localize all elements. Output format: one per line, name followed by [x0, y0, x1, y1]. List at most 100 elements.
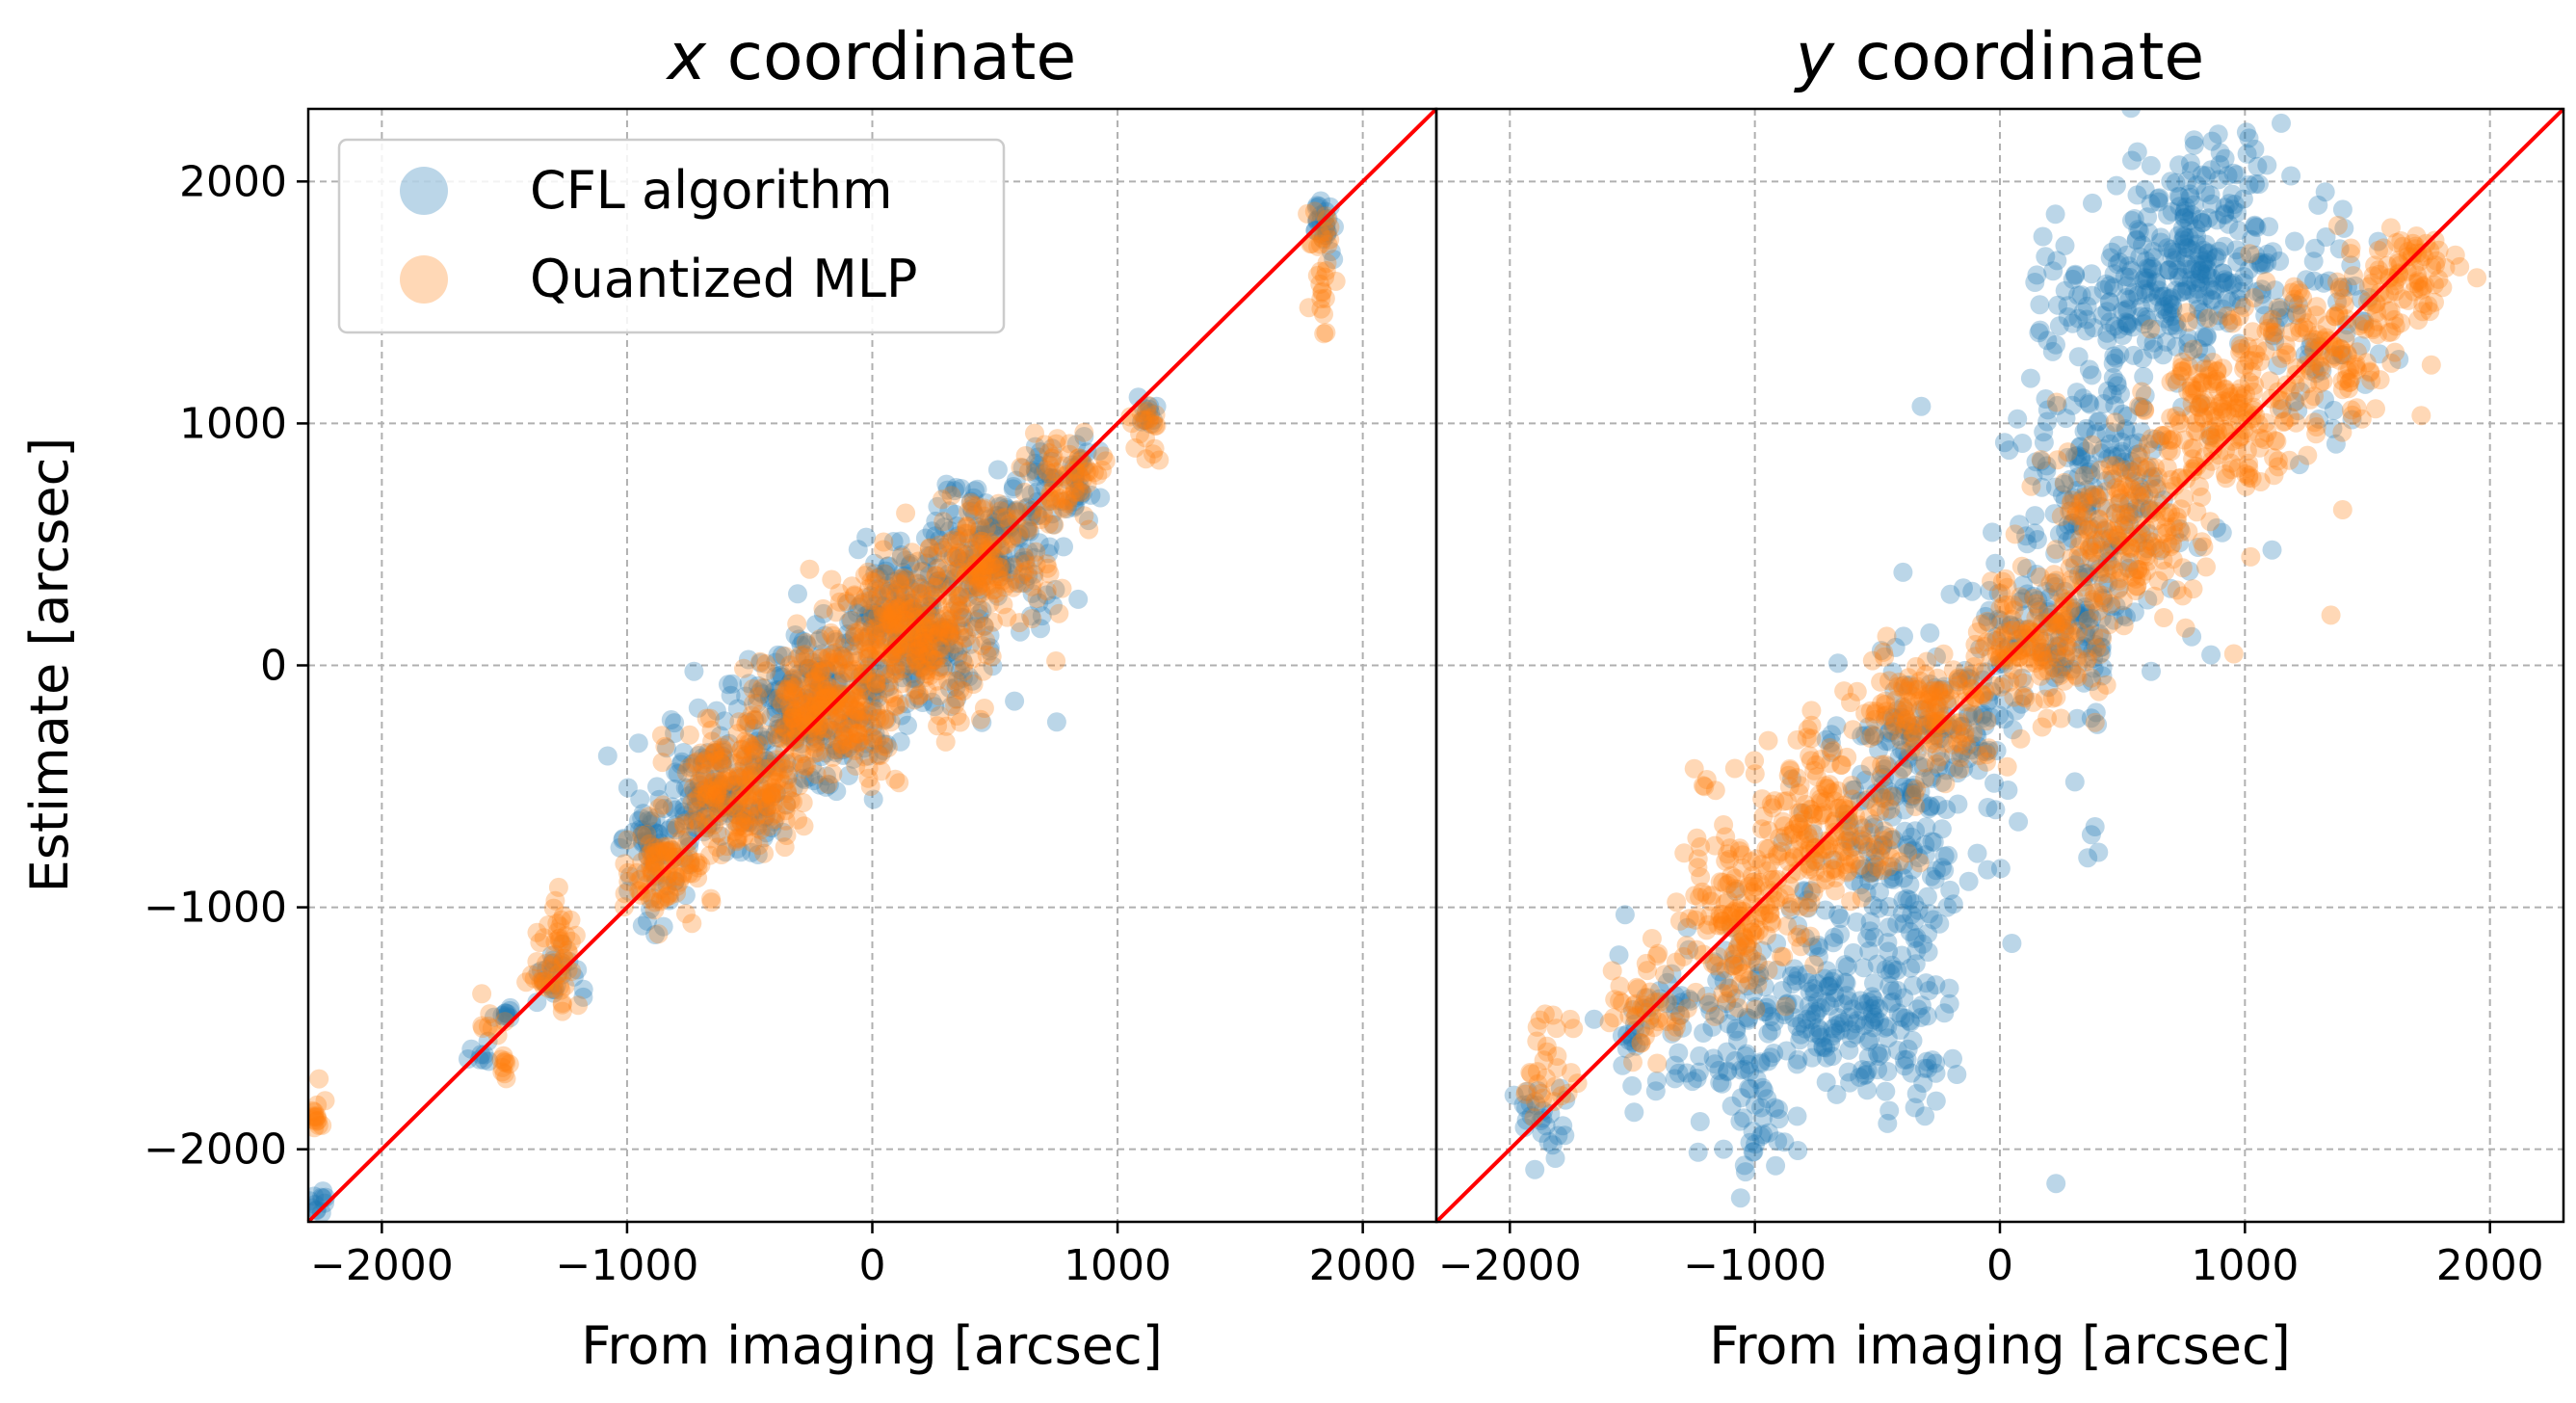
data-point [699, 792, 720, 812]
data-point [947, 530, 967, 550]
data-point [2077, 638, 2097, 658]
data-point [2198, 277, 2219, 297]
data-point [1058, 490, 1078, 511]
data-point [2071, 447, 2091, 467]
data-point [2169, 186, 2189, 206]
data-point [1754, 1002, 1774, 1022]
data-point [930, 535, 950, 555]
data-point [1954, 578, 1973, 598]
data-point [2056, 409, 2076, 429]
data-point [813, 688, 833, 708]
data-point [817, 729, 837, 750]
data-point [928, 588, 947, 608]
data-point [2435, 258, 2456, 278]
data-point [1887, 960, 1907, 980]
data-point [2192, 532, 2212, 552]
data-point [829, 592, 850, 612]
data-point [1790, 1030, 1810, 1050]
data-point [2210, 393, 2230, 413]
data-point [2327, 272, 2347, 292]
data-point [1886, 690, 1906, 710]
data-point [2380, 301, 2401, 321]
data-point [1838, 1062, 1858, 1082]
data-point [2195, 252, 2215, 273]
data-point [2036, 247, 2056, 267]
data-point [1026, 466, 1046, 487]
data-point [1839, 822, 1859, 842]
data-point [2143, 332, 2164, 353]
data-point [699, 781, 720, 801]
data-point [2117, 406, 2138, 426]
data-point [2398, 290, 2418, 310]
data-point [1839, 847, 1859, 867]
data-point [2015, 688, 2036, 708]
data-point [2194, 407, 2213, 427]
data-point [1939, 978, 1959, 998]
data-point [862, 672, 882, 692]
data-point [950, 586, 970, 605]
data-point [2174, 488, 2195, 508]
data-point [1961, 740, 1982, 760]
data-point [1043, 515, 1064, 535]
data-point [2113, 591, 2133, 611]
y-tick-label: −1000 [144, 884, 287, 933]
data-point [1676, 936, 1696, 956]
data-point [2274, 307, 2295, 328]
data-point [1865, 709, 1884, 729]
data-point [2192, 264, 2212, 284]
data-point [1851, 856, 1871, 875]
data-point [1781, 825, 1801, 845]
data-point [2263, 322, 2282, 342]
data-point [2145, 458, 2165, 478]
data-point [1801, 926, 1821, 946]
data-point [2045, 668, 2064, 687]
data-point [2220, 387, 2240, 407]
data-point [2116, 460, 2136, 480]
data-point [2037, 649, 2057, 670]
data-point [2019, 629, 2039, 649]
data-point [1868, 1060, 1888, 1080]
data-point [1740, 1132, 1760, 1152]
data-point [1917, 1051, 1936, 1072]
data-point [726, 830, 747, 850]
data-point [2310, 356, 2329, 376]
data-point [1882, 721, 1903, 741]
data-point [1860, 728, 1880, 748]
data-point [860, 639, 881, 659]
data-point [1865, 840, 1885, 860]
data-point [1726, 989, 1747, 1008]
data-point [1985, 675, 2005, 696]
data-point [1029, 456, 1049, 475]
data-point [2089, 516, 2109, 536]
data-point [761, 782, 781, 803]
data-point [1718, 890, 1738, 911]
data-point [2097, 381, 2117, 401]
data-point [2110, 569, 2130, 589]
data-point [682, 793, 702, 813]
data-point [992, 562, 1012, 582]
data-point [2332, 278, 2353, 298]
data-point [1995, 569, 2015, 589]
data-point [2217, 272, 2237, 291]
data-point [1869, 898, 1889, 918]
data-point [2045, 204, 2065, 225]
data-point [2088, 411, 2108, 432]
data-point [818, 662, 838, 682]
data-point [1988, 583, 2009, 603]
data-point [2212, 522, 2232, 543]
data-point [1561, 1009, 1580, 1029]
data-point [904, 621, 924, 641]
data-point [644, 853, 665, 873]
data-point [1793, 803, 1813, 823]
data-point [2236, 463, 2255, 484]
data-point [812, 731, 832, 752]
data-point [2067, 481, 2087, 500]
data-point [2182, 259, 2202, 279]
data-point [898, 601, 918, 622]
data-point [895, 569, 915, 590]
data-point [2163, 534, 2182, 554]
data-point [1732, 845, 1752, 865]
data-point [1992, 625, 2012, 646]
data-point [2014, 605, 2035, 625]
data-point [2047, 395, 2067, 415]
